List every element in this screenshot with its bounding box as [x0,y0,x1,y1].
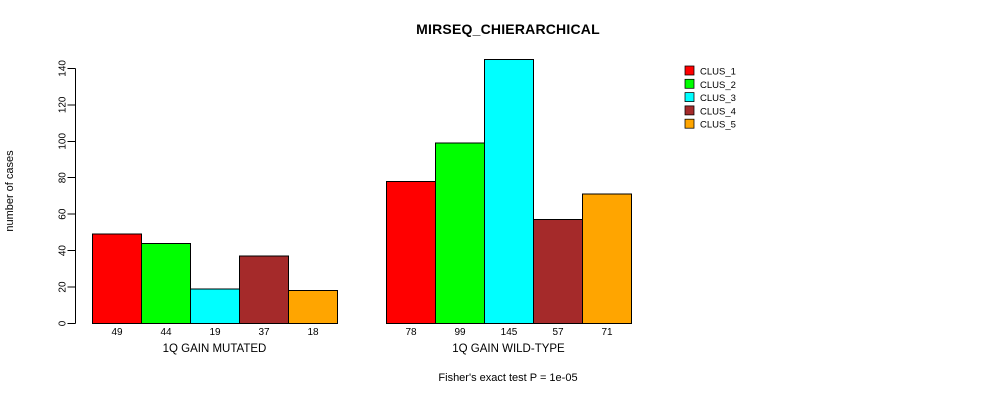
bar-clus_3 [484,58,534,325]
bar-value-label: 78 [405,327,417,338]
y-axis-tick-label: 100 [58,133,69,150]
legend-label: CLUS_3 [700,93,736,104]
legend-label: CLUS_2 [700,80,736,91]
y-axis-tick-label: 80 [58,172,69,184]
bar-value-label: 99 [454,327,466,338]
y-axis-tick-label: 40 [58,245,69,257]
legend-swatch-clus_4 [684,105,695,116]
bar-value-label: 18 [307,327,319,338]
bar-clus_4 [239,255,289,325]
x-axis-group-label: 1Q GAIN MUTATED [163,343,267,355]
y-axis-tick-label: 60 [58,208,69,220]
bar-value-label: 37 [258,327,270,338]
bar-clus_5 [288,290,338,324]
bar-clus_1 [386,180,436,324]
legend-swatch-clus_1 [684,65,695,76]
y-axis-tick-label: 120 [58,96,69,113]
legend-label: CLUS_1 [700,67,736,78]
bar-clus_1 [92,233,142,324]
y-axis-tick-label: 20 [58,281,69,293]
bar-clus_2 [435,142,485,324]
bar-clus_5 [582,193,632,324]
bar-value-label: 44 [160,327,172,338]
bar-value-label: 145 [501,327,518,338]
bar-value-label: 19 [209,327,221,338]
y-axis-tick-label: 0 [58,320,69,326]
legend-swatch-clus_5 [684,118,695,129]
stat-test-note: Fisher's exact test P = 1e-05 [438,372,578,384]
legend-swatch-clus_2 [684,78,695,89]
chart-title: MIRSEQ_CHIERARCHICAL [416,21,600,37]
bar-value-label: 57 [552,327,564,338]
bar-value-label: 71 [601,327,613,338]
y-axis-tick-label: 140 [58,60,69,77]
bar-clus_4 [533,219,583,325]
bar-value-label: 49 [111,327,123,338]
bar-clus_2 [141,242,191,324]
x-axis-group-label: 1Q GAIN WILD-TYPE [452,343,565,355]
legend-swatch-clus_3 [684,92,695,102]
legend-label: CLUS_4 [700,106,736,117]
legend-label: CLUS_5 [700,120,736,131]
bar-clus_3 [190,288,240,324]
